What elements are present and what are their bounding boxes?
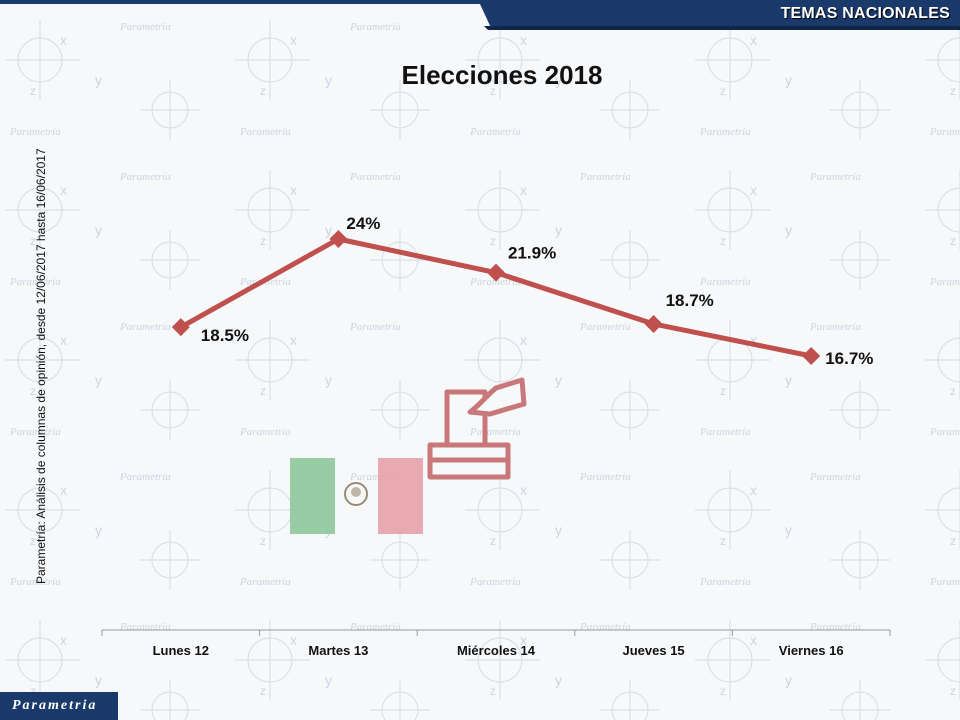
logo-text: Parametria xyxy=(12,698,98,713)
data-label: 21.9% xyxy=(508,244,556,263)
parametria-logo: Parametria xyxy=(0,692,118,720)
data-point xyxy=(171,318,190,337)
data-label: 24% xyxy=(346,214,380,233)
section-label: TEMAS NACIONALES xyxy=(780,5,950,22)
data-label: 18.7% xyxy=(666,291,714,310)
x-tick-label: Miércoles 14 xyxy=(457,643,536,658)
x-tick-label: Viernes 16 xyxy=(779,643,844,658)
data-label: 18.5% xyxy=(201,326,249,345)
x-tick-label: Jueves 15 xyxy=(623,643,685,658)
data-point xyxy=(644,314,663,333)
x-axis xyxy=(101,629,891,636)
data-point xyxy=(329,230,348,248)
mexico-flag-illustration xyxy=(290,458,423,534)
chart-title: Elecciones 2018 xyxy=(401,60,603,90)
x-tick-label: Lunes 12 xyxy=(153,643,209,658)
header-bar xyxy=(0,0,960,30)
ballot-box-icon xyxy=(427,377,527,480)
data-point xyxy=(802,347,821,365)
x-tick-label: Martes 13 xyxy=(308,643,368,658)
data-point xyxy=(487,263,505,282)
data-label: 16.7% xyxy=(825,349,873,368)
series-line xyxy=(179,236,812,359)
